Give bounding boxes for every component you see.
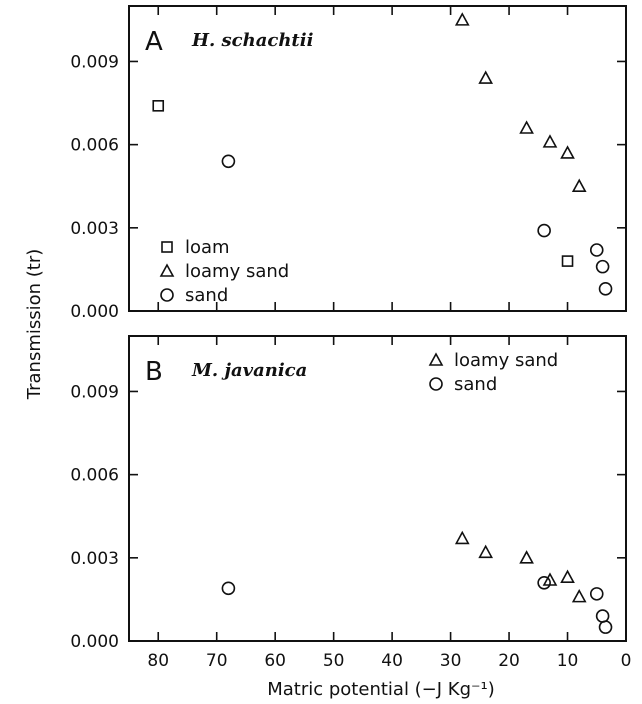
panel-a-title: H. schachtii [191,30,314,51]
panel-a-point-loamy-sand [542,134,558,148]
x-tick-label: 10 [557,651,579,671]
panel-b: B M. javanica 0.000 0.003 0.006 0.009 loamy… [70,335,627,652]
x-tick-label: 30 [440,651,462,671]
panel-a-point-sand [537,223,551,238]
x-tick-label: 40 [381,651,403,671]
panel-b-point-sand [589,587,604,601]
panel-a-points [152,12,613,296]
panel-a-point-loamy-sand [560,145,575,159]
panel-b-point-sand [537,575,551,590]
x-tick-label: 80 [147,651,169,671]
panel-b-point-loamy-sand [519,550,534,564]
panel-b-legend-marker-sand [429,377,443,391]
panel-b-point-loamy-sand [571,588,587,603]
panel-a-legend: loam loamy sand sand [159,237,289,306]
panel-a-point-sand [589,243,604,257]
panel-b-legend-label-sand: sand [454,374,497,395]
panel-b-point-loamy-sand [560,569,575,584]
x-tick-label: 70 [206,651,228,671]
panel-b-point-loamy-sand [478,544,494,559]
panel-b-point-sand [221,581,236,596]
panel-b-legend: loamy sand sand [428,350,558,395]
panel-b-frame [128,335,627,642]
panel-b-letter: B [145,357,163,387]
panel-b-title: M. javanica [191,360,307,381]
panel-a-point-loamy-sand [454,12,470,26]
panel-b-legend-label-loamy-sand: loamy sand [454,350,558,371]
panel-a-y-tick-labels: 0.000 0.003 0.006 0.009 [70,52,119,322]
panel-b-y-tick-label: 0.000 [70,632,119,652]
panel-a-point-loamy-sand [478,70,494,84]
panel-a-point-sand [595,259,610,274]
panel-a-y-tick-label: 0.006 [70,136,119,156]
x-tick-label: 0 [621,651,632,671]
panel-b-y-tick-labels: 0.000 0.003 0.006 0.009 [70,382,119,652]
x-tick-label: 60 [264,651,286,671]
x-tick-labels: 80 70 60 50 40 30 20 10 0 [147,651,631,671]
panel-a-legend-label-sand: sand [185,285,228,306]
panel-a-y-tick-label: 0.003 [70,219,119,239]
panel-b-point-sand [598,620,613,634]
panel-a-legend-marker-loam [161,241,173,253]
panel-a: A H. schachtii 0.000 0.003 0.006 0.009 loam… [70,5,627,322]
panel-a-ticks [129,6,627,312]
panel-a-legend-marker-loamy-sand [159,263,175,277]
panel-a-point-sand [221,154,236,169]
panel-a-letter: A [145,27,163,57]
panel-a-y-tick-label: 0.009 [70,52,119,72]
panel-a-point-loam [152,100,165,112]
panel-b-y-tick-label: 0.006 [70,466,119,486]
panel-a-y-tick-label: 0.000 [70,302,119,322]
y-axis-label: Transmission (tr) [24,249,45,401]
panel-a-legend-marker-sand [160,288,174,302]
panel-a-point-loamy-sand [571,178,587,193]
panel-a-point-sand [598,282,613,296]
panel-a-frame [128,5,627,312]
panel-b-ticks [129,336,627,642]
panel-a-legend-label-loam: loam [185,237,230,258]
x-axis-label: Matric potential (−J Kg⁻¹) [267,679,495,699]
panel-a-point-loamy-sand [519,120,534,134]
panel-b-points [221,530,613,634]
panel-b-y-tick-label: 0.003 [70,549,119,569]
x-tick-label: 20 [498,651,520,671]
panel-b-y-tick-label: 0.009 [70,382,119,402]
panel-b-point-loamy-sand [454,530,470,545]
panel-b-point-sand [595,609,610,623]
x-tick-label: 50 [323,651,345,671]
panel-a-legend-label-loamy-sand: loamy sand [185,261,289,282]
panel-b-legend-marker-loamy-sand [428,352,444,366]
panel-a-point-loam [561,255,574,267]
